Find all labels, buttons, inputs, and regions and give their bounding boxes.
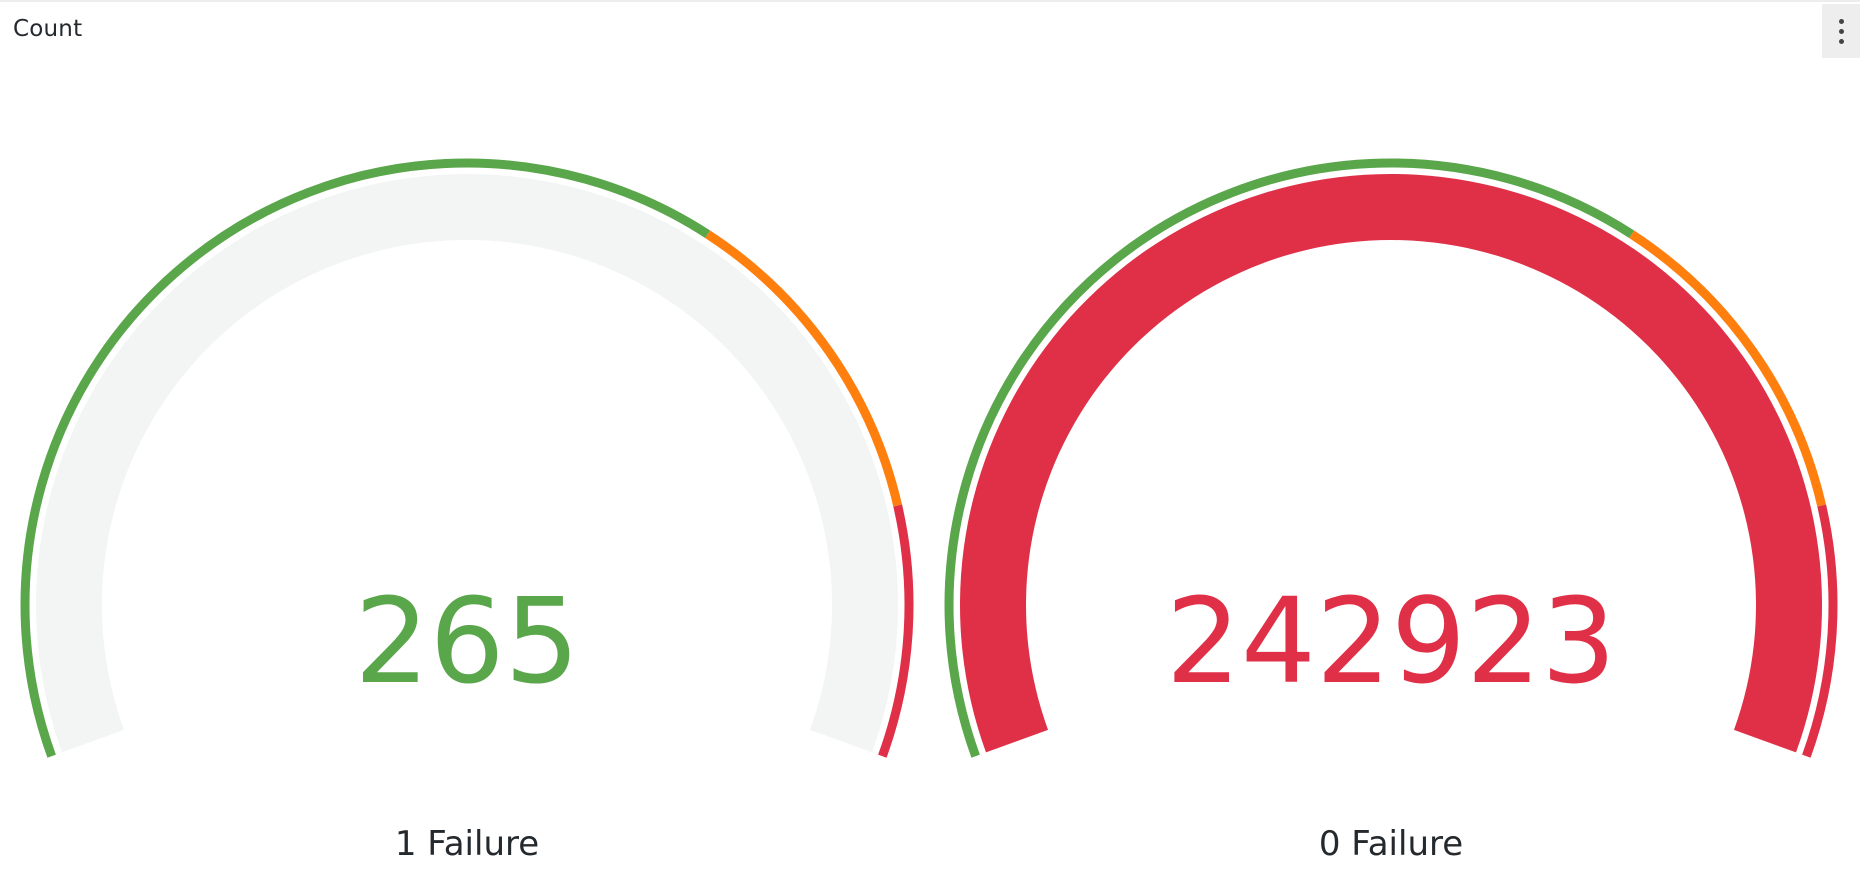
panel-menu-button[interactable] [1822,4,1860,58]
threshold-band-orange [705,230,903,507]
threshold-band-red [1802,504,1838,758]
more-vertical-icon [1838,18,1844,24]
gauge-value: 265 [354,572,579,710]
threshold-band-green [20,158,711,758]
gauge-left: 265 [20,158,914,758]
threshold-band-red [878,504,914,758]
threshold-band-orange [1629,230,1827,507]
panel-title: Count [13,16,83,42]
gauge-value: 242923 [1166,572,1616,710]
gauge-right: 242923 [944,158,1838,758]
threshold-band-green [944,158,1635,758]
gauge-right-caption: 0 Failure [1318,824,1464,864]
gauge-left-caption: 1 Failure [394,824,540,864]
